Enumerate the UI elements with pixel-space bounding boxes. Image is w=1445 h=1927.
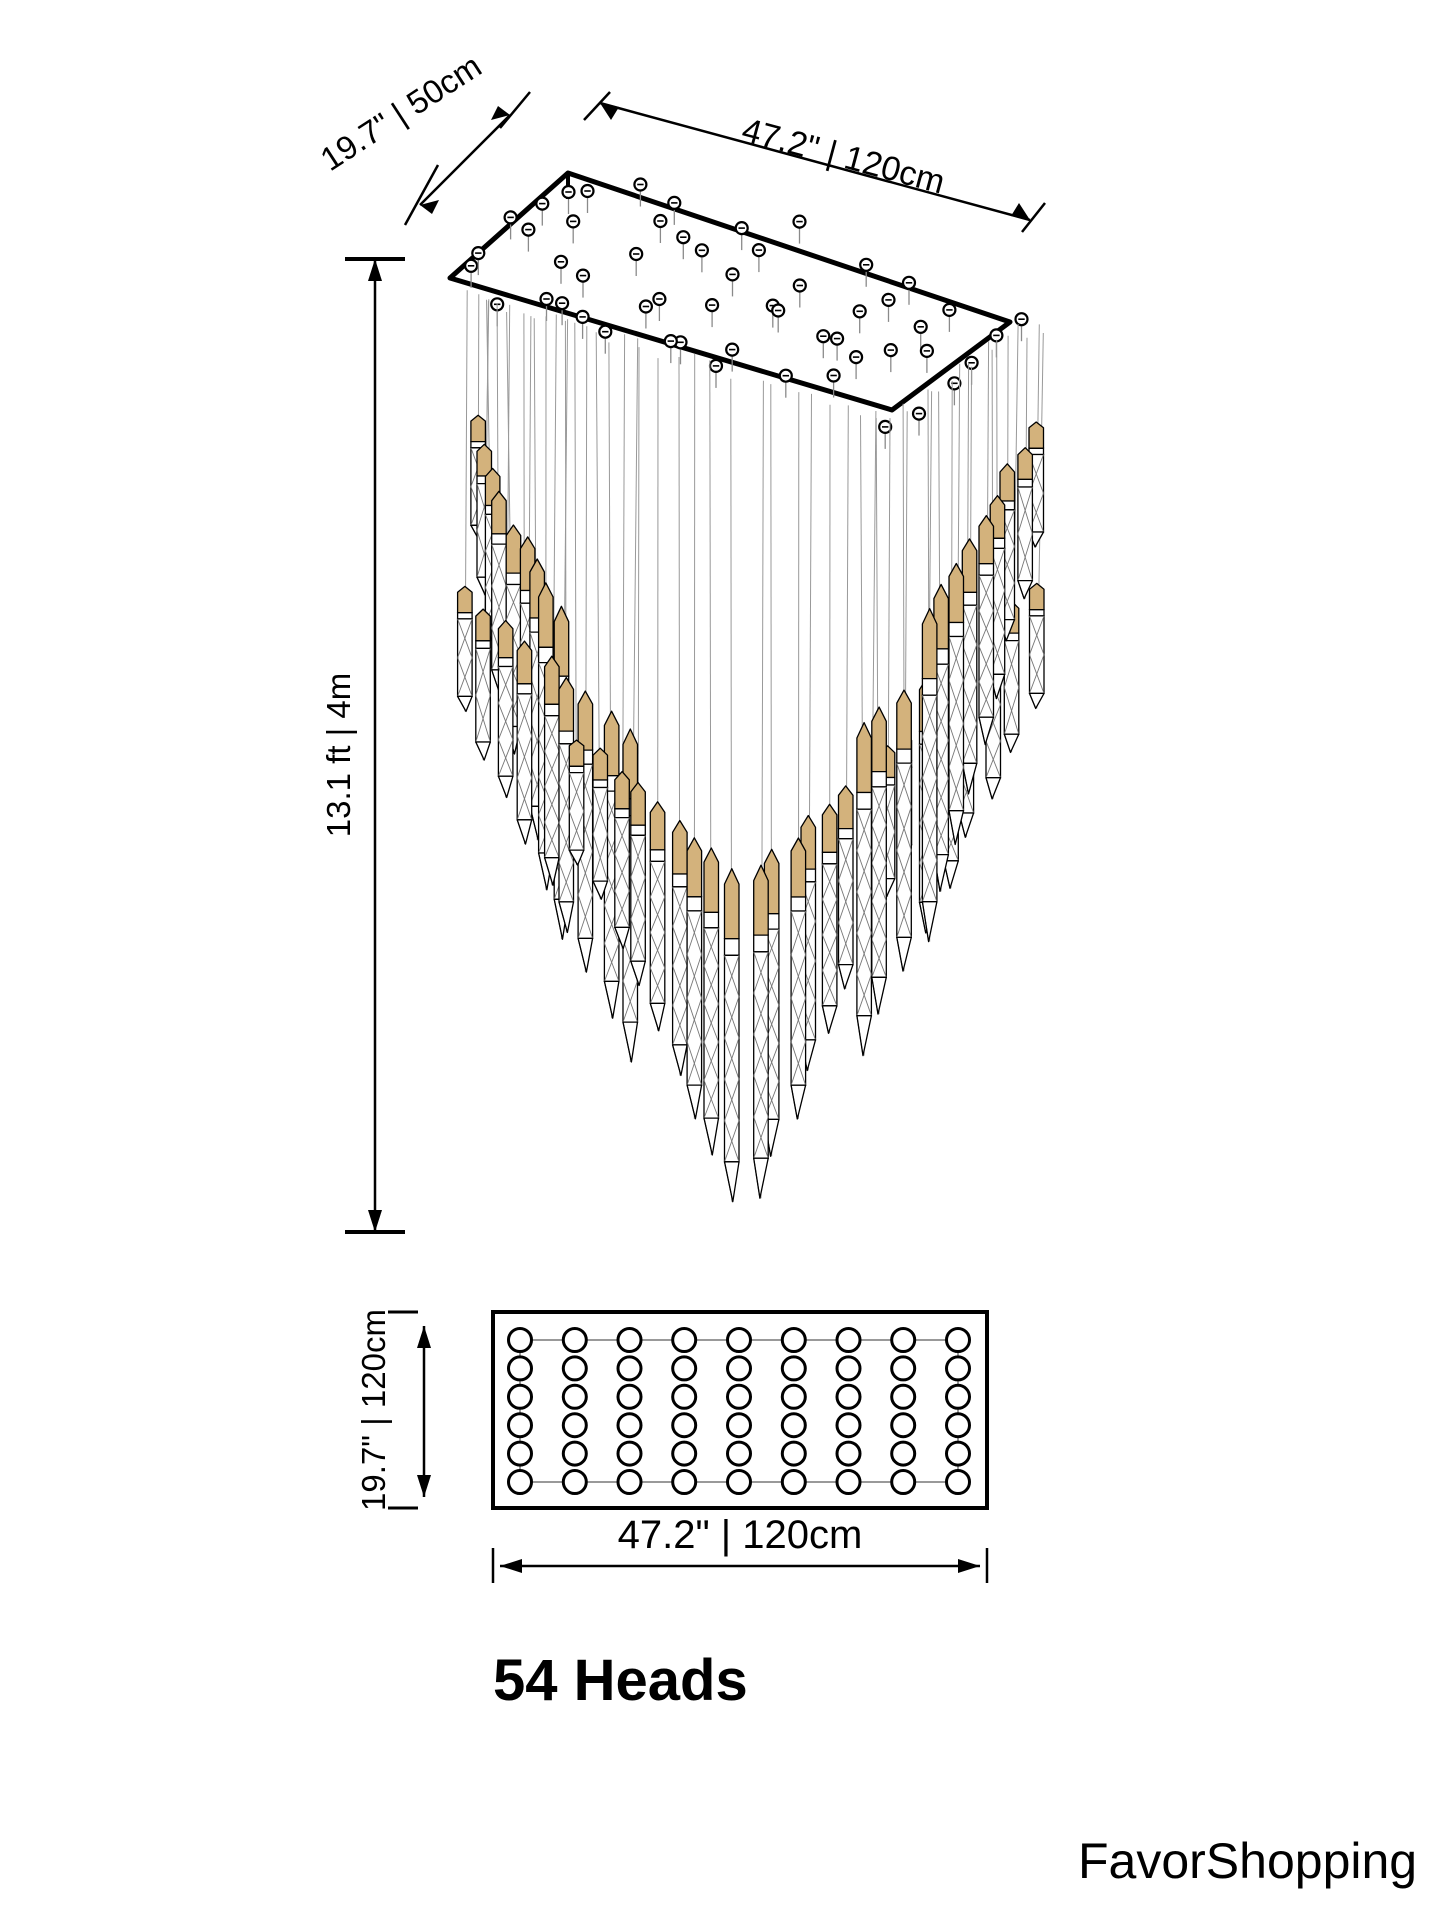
- svg-text:FavorShopping: FavorShopping: [1078, 1833, 1417, 1889]
- svg-text:19.7" | 120cm: 19.7" | 120cm: [355, 1309, 392, 1511]
- svg-text:47.2" | 120cm: 47.2" | 120cm: [618, 1513, 863, 1557]
- svg-text:54 Heads: 54 Heads: [493, 1648, 748, 1713]
- svg-text:13.1 ft | 4m: 13.1 ft | 4m: [320, 673, 357, 837]
